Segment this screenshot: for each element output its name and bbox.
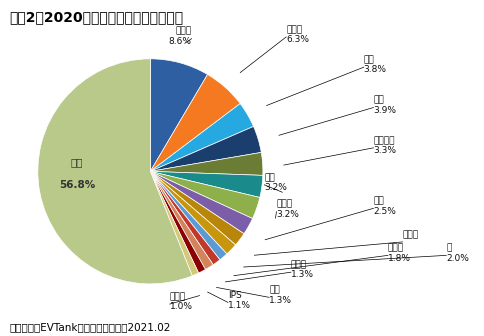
Text: 图表2：2020年电动平衡车品牌竞争格局: 图表2：2020年电动平衡车品牌竞争格局 [10, 10, 183, 24]
Text: 56.8%: 56.8% [59, 180, 95, 190]
Text: 超盛: 超盛 [264, 173, 274, 182]
Wedge shape [150, 153, 262, 175]
Text: 龙吟: 龙吟 [373, 96, 383, 104]
Wedge shape [150, 171, 235, 254]
Text: 乐行天下: 乐行天下 [373, 136, 394, 145]
Text: 数据来源：EVTank，伊维智库整理，2021.02: 数据来源：EVTank，伊维智库整理，2021.02 [10, 323, 171, 333]
Wedge shape [38, 59, 192, 284]
Text: 奥捷骑: 奥捷骑 [290, 260, 306, 269]
Wedge shape [150, 59, 207, 171]
Text: 爱尔威: 爱尔威 [387, 244, 403, 252]
Text: 新世纪: 新世纪 [276, 200, 292, 209]
Text: 车小秘: 车小秘 [169, 292, 185, 301]
Text: 阿尔郎: 阿尔郎 [286, 25, 302, 34]
Wedge shape [150, 171, 262, 198]
Text: 6.3%: 6.3% [286, 35, 308, 44]
Text: 3.2%: 3.2% [264, 183, 287, 192]
Text: 尔: 尔 [445, 244, 451, 252]
Text: 1.8%: 1.8% [387, 254, 410, 262]
Wedge shape [150, 171, 213, 269]
Text: 8.6%: 8.6% [168, 37, 191, 46]
Wedge shape [150, 171, 198, 276]
Wedge shape [150, 126, 261, 171]
Wedge shape [150, 171, 205, 273]
Wedge shape [150, 171, 259, 218]
Text: 1.3%: 1.3% [269, 296, 291, 304]
Text: 3.9%: 3.9% [373, 106, 395, 115]
Wedge shape [150, 171, 227, 260]
Text: 1.1%: 1.1% [227, 301, 250, 309]
Text: 3.3%: 3.3% [373, 146, 395, 155]
Wedge shape [150, 171, 252, 234]
Text: 2.0%: 2.0% [445, 254, 468, 262]
Wedge shape [150, 171, 219, 265]
Text: 飞轮威: 飞轮威 [402, 230, 418, 239]
Text: 其他: 其他 [71, 157, 83, 167]
Text: 踏日: 踏日 [363, 55, 374, 64]
Wedge shape [150, 171, 243, 245]
Wedge shape [150, 103, 253, 171]
Text: 1.0%: 1.0% [169, 302, 192, 311]
Wedge shape [150, 75, 240, 171]
Text: 2.5%: 2.5% [373, 207, 395, 215]
Text: 3.2%: 3.2% [276, 210, 299, 219]
Text: 纳恩博: 纳恩博 [175, 27, 191, 36]
Text: 易步: 易步 [269, 286, 279, 294]
Text: IPS: IPS [227, 291, 241, 299]
Text: 3.8%: 3.8% [363, 66, 386, 74]
Text: 骑客: 骑客 [373, 197, 383, 205]
Text: 1.3%: 1.3% [290, 270, 313, 279]
